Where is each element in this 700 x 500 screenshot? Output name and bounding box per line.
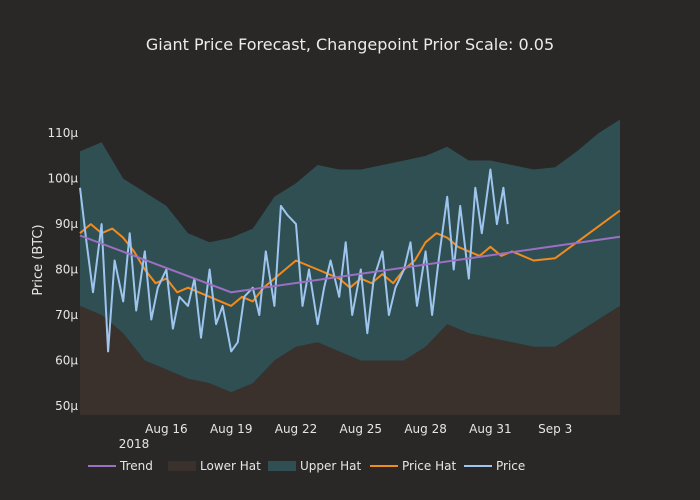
y-tick-label: 100μ	[47, 172, 78, 186]
lower-hat-area	[80, 305, 620, 415]
x-tick-label: Aug 31	[469, 422, 512, 436]
legend-swatch-lower-hat	[168, 461, 196, 471]
y-tick-label: 60μ	[55, 353, 78, 367]
x-tick-label: Aug 22	[275, 422, 318, 436]
x-tick-label: Aug 25	[340, 422, 383, 436]
y-axis-ticks: 50μ 60μ 70μ 80μ 90μ 100μ 110μ	[47, 126, 78, 413]
x-tick-label: Aug 19	[210, 422, 253, 436]
legend: Trend Lower Hat Upper Hat Price Hat Price	[88, 459, 525, 473]
y-tick-label: 90μ	[55, 217, 78, 231]
plot-area	[79, 119, 621, 415]
upper-hat-area	[80, 119, 620, 393]
legend-label-lower-hat: Lower Hat	[200, 459, 261, 473]
x-tick-label: Aug 16	[145, 422, 188, 436]
y-tick-label: 80μ	[55, 263, 78, 277]
legend-label-trend: Trend	[119, 459, 153, 473]
price-line	[79, 168, 509, 353]
y-tick-label: 50μ	[55, 399, 78, 413]
x-tick-year-label: 2018	[119, 437, 150, 451]
y-tick-label: 110μ	[47, 126, 78, 140]
legend-swatch-upper-hat	[268, 461, 296, 471]
legend-label-upper-hat: Upper Hat	[300, 459, 362, 473]
y-axis-title: Price (BTC)	[31, 224, 46, 295]
legend-label-price-hat: Price Hat	[402, 459, 456, 473]
trend-line	[79, 234, 621, 294]
x-tick-label: Aug 28	[404, 422, 447, 436]
y-tick-label: 70μ	[55, 308, 78, 322]
chart-title: Giant Price Forecast, Changepoint Prior …	[146, 35, 554, 54]
x-axis-ticks: Aug 16 Aug 19 Aug 22 Aug 25 Aug 28 Aug 31 Sep …	[145, 422, 572, 436]
x-tick-label: Sep 3	[538, 422, 572, 436]
legend-label-price: Price	[496, 459, 525, 473]
